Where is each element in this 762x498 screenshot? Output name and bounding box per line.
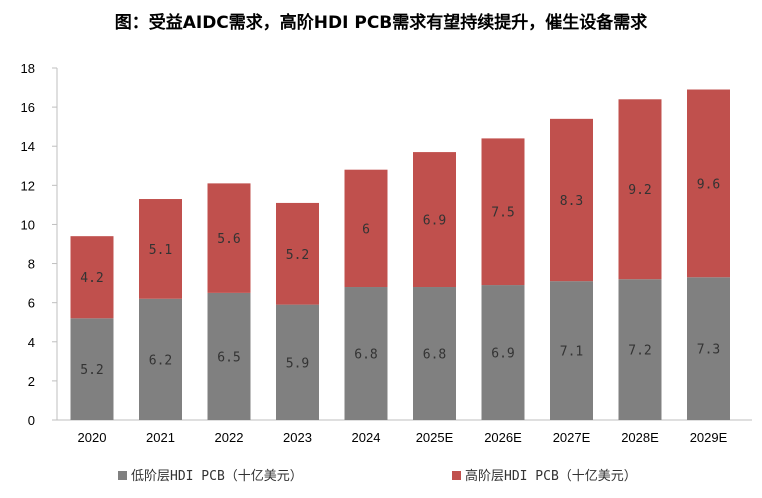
data-label-low-tier: 6.8 xyxy=(423,348,446,363)
bar-low-tier xyxy=(687,277,730,420)
bar-low-tier xyxy=(207,292,251,420)
data-label-high-tier: 9.6 xyxy=(697,177,720,192)
bar-low-tier xyxy=(70,318,114,420)
y-tick-label: 18 xyxy=(21,61,35,76)
data-label-low-tier: 7.1 xyxy=(560,345,583,360)
legend-swatch-low-tier xyxy=(118,471,127,480)
y-tick-label: 12 xyxy=(21,178,35,193)
y-tick-label: 6 xyxy=(28,296,35,311)
data-label-high-tier: 5.6 xyxy=(217,232,240,247)
legend-label-high-tier: 高阶层HDI PCB（十亿美元） xyxy=(465,468,637,484)
bar-high-tier xyxy=(207,183,251,293)
x-tick-label: 2023 xyxy=(283,430,312,445)
x-tick-label: 2028E xyxy=(621,430,659,445)
bar-high-tier xyxy=(139,199,182,299)
y-tick-label: 2 xyxy=(28,374,35,389)
x-tick-label: 2022 xyxy=(215,430,244,445)
x-tick-label: 2029E xyxy=(690,430,728,445)
legend-label-low-tier: 低阶层HDI PCB（十亿美元） xyxy=(131,469,303,484)
bar-low-tier xyxy=(550,281,593,420)
bar-low-tier xyxy=(413,287,456,420)
y-tick-label: 8 xyxy=(28,257,35,272)
data-label-low-tier: 6.8 xyxy=(354,348,377,363)
x-tick-label: 2024 xyxy=(352,430,381,445)
bar-high-tier xyxy=(481,138,525,286)
chart-title: 图：受益AIDC需求，高阶HDI PCB需求有望持续提升，催生设备需求 xyxy=(114,13,648,33)
data-label-low-tier: 7.2 xyxy=(628,344,651,359)
data-label-low-tier: 7.3 xyxy=(697,343,720,358)
y-tick-label: 0 xyxy=(28,413,35,428)
x-tick-label: 2020 xyxy=(78,430,107,445)
bar-low-tier xyxy=(276,304,319,420)
data-label-high-tier: 5.1 xyxy=(149,243,172,258)
data-label-high-tier: 5.2 xyxy=(286,248,309,263)
legend-swatch-high-tier xyxy=(452,471,461,480)
data-label-high-tier: 6.9 xyxy=(423,214,446,229)
bar-high-tier xyxy=(550,118,593,282)
data-label-high-tier: 6 xyxy=(362,222,370,237)
y-tick-label: 16 xyxy=(21,100,35,115)
data-label-low-tier: 6.9 xyxy=(491,347,514,362)
data-label-low-tier: 6.2 xyxy=(149,353,172,368)
x-tick-label: 2027E xyxy=(553,430,591,445)
bar-high-tier xyxy=(413,152,456,288)
bar-high-tier xyxy=(618,99,662,280)
data-label-low-tier: 5.9 xyxy=(286,356,309,371)
x-tick-label: 2021 xyxy=(146,430,175,445)
y-tick-label: 4 xyxy=(28,335,35,350)
y-tick-label: 14 xyxy=(21,139,35,154)
data-label-high-tier: 9.2 xyxy=(628,183,651,198)
bar-low-tier xyxy=(344,287,388,420)
data-label-low-tier: 5.2 xyxy=(80,363,103,378)
data-label-high-tier: 8.3 xyxy=(560,194,583,209)
data-label-high-tier: 4.2 xyxy=(80,271,103,286)
data-label-low-tier: 6.5 xyxy=(217,350,240,365)
bar-low-tier xyxy=(618,279,662,420)
x-tick-label: 2025E xyxy=(416,430,454,445)
bar-high-tier xyxy=(276,202,319,305)
x-tick-label: 2026E xyxy=(484,430,522,445)
bar-low-tier xyxy=(481,285,525,420)
y-tick-label: 10 xyxy=(21,217,35,232)
bar-high-tier xyxy=(70,236,114,319)
bar-high-tier xyxy=(687,89,730,278)
bar-low-tier xyxy=(139,298,182,420)
bar-high-tier xyxy=(344,169,388,288)
data-label-high-tier: 7.5 xyxy=(491,206,514,221)
